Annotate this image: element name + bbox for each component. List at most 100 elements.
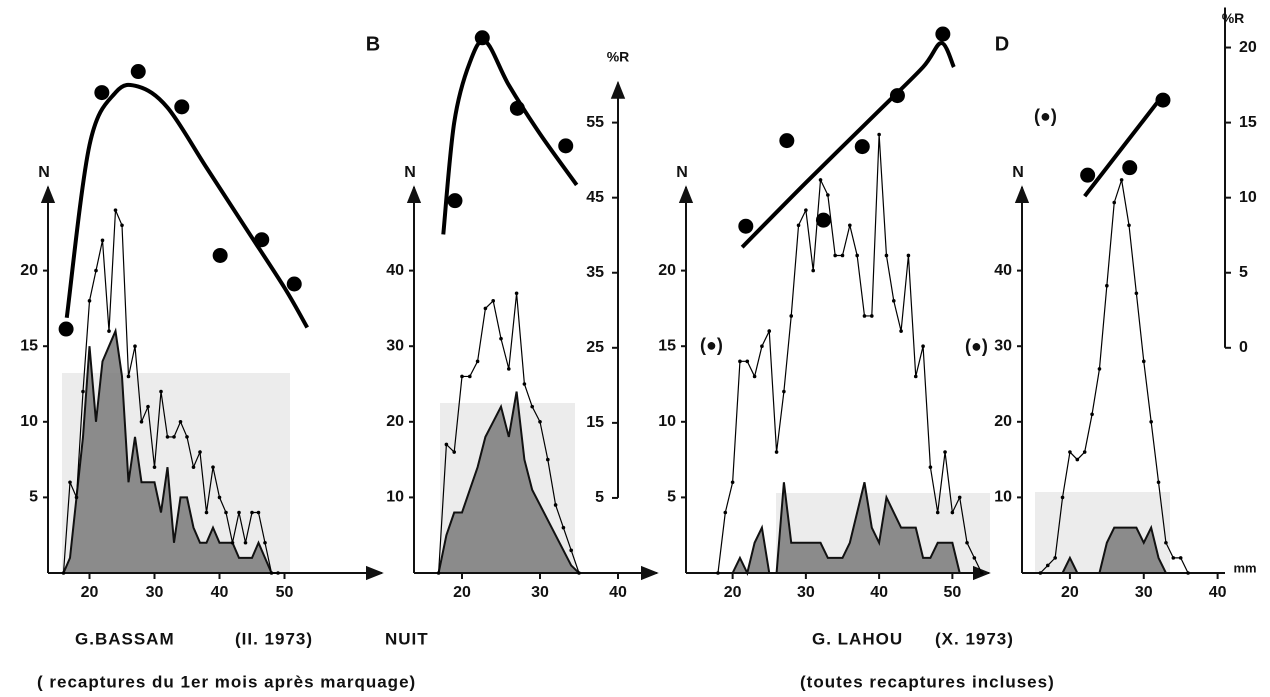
annotation: (●) bbox=[965, 336, 988, 356]
total-point bbox=[1112, 200, 1117, 205]
x-tick-label: 20 bbox=[1061, 584, 1079, 601]
total-point bbox=[921, 344, 925, 349]
total-point bbox=[468, 374, 472, 379]
recapture-rate-point bbox=[815, 212, 831, 228]
total-point bbox=[1068, 450, 1072, 454]
y-tick-label: 5 bbox=[667, 489, 676, 506]
recapture-rate-point bbox=[1080, 167, 1096, 183]
total-point bbox=[263, 540, 267, 545]
x-tick-label: 40 bbox=[870, 584, 888, 601]
x-tick-label: 40 bbox=[211, 584, 229, 601]
y-tick-label: 20 bbox=[20, 262, 38, 279]
caption: G. LAHOU bbox=[812, 629, 903, 648]
total-point bbox=[165, 435, 170, 439]
total-point bbox=[577, 571, 581, 575]
total-point bbox=[884, 253, 889, 258]
panel-label: B bbox=[366, 33, 380, 55]
recapture-rate-point bbox=[58, 321, 74, 337]
y-tick-label: 20 bbox=[386, 413, 404, 430]
total-point bbox=[891, 299, 896, 303]
y-tick-label: 15 bbox=[20, 337, 38, 354]
total-point bbox=[804, 208, 808, 212]
total-point bbox=[1178, 556, 1183, 560]
y2-tick-label: 20 bbox=[1239, 39, 1257, 56]
total-point bbox=[965, 540, 969, 545]
total-point bbox=[198, 450, 202, 454]
total-point bbox=[723, 510, 728, 515]
total-point bbox=[522, 382, 527, 386]
recapture-rate-point bbox=[174, 99, 190, 115]
recapture-rate-point bbox=[474, 30, 490, 46]
panel-label: D bbox=[995, 33, 1009, 55]
caption: (X. 1973) bbox=[935, 629, 1014, 648]
total-point bbox=[972, 556, 977, 560]
recapture-rate-point bbox=[509, 100, 525, 116]
total-point bbox=[224, 510, 228, 515]
recapture-area bbox=[717, 482, 982, 576]
recapture-rate-point bbox=[447, 193, 463, 209]
recapture-rate-point bbox=[558, 138, 574, 154]
total-point bbox=[950, 510, 955, 515]
total-point bbox=[159, 389, 163, 394]
y2-tick-label: 10 bbox=[1239, 189, 1257, 206]
total-point bbox=[81, 389, 85, 394]
total-point bbox=[1045, 563, 1050, 568]
recapture-rate-point bbox=[1122, 160, 1138, 176]
total-point bbox=[818, 178, 823, 182]
y2-tick-label: 15 bbox=[586, 414, 604, 431]
total-point bbox=[935, 510, 940, 515]
annotation: (●) bbox=[700, 335, 723, 355]
total-point bbox=[250, 510, 254, 515]
total-point bbox=[782, 389, 786, 394]
caption: G.BASSAM bbox=[75, 629, 175, 648]
y2-tick-label: 35 bbox=[586, 264, 604, 281]
total-point bbox=[499, 336, 503, 341]
total-point bbox=[178, 420, 183, 424]
total-point bbox=[546, 457, 550, 462]
x-tick-label: 30 bbox=[797, 584, 815, 601]
total-point bbox=[139, 420, 144, 424]
total-point bbox=[840, 253, 845, 258]
y-tick-label: 20 bbox=[994, 413, 1012, 430]
total-point bbox=[738, 359, 742, 364]
total-point bbox=[538, 420, 542, 424]
total-point bbox=[877, 132, 881, 137]
fit-curve bbox=[740, 41, 956, 249]
y-tick-label: 15 bbox=[658, 337, 676, 354]
total-point bbox=[811, 268, 815, 273]
recapture-area bbox=[437, 391, 582, 574]
total-point bbox=[870, 314, 874, 318]
total-point bbox=[979, 571, 984, 575]
total-point bbox=[87, 299, 92, 303]
total-point bbox=[530, 404, 534, 409]
recapture-rate-point bbox=[889, 88, 905, 104]
x-tick-label: 40 bbox=[1209, 584, 1227, 601]
total-point bbox=[928, 465, 933, 469]
total-point bbox=[269, 571, 274, 575]
x-tick-label: 40 bbox=[609, 584, 627, 601]
y-tick-label: 40 bbox=[386, 262, 404, 279]
total-point bbox=[1090, 412, 1094, 417]
y2-tick-label: 15 bbox=[1239, 114, 1257, 131]
total-point bbox=[1164, 540, 1168, 545]
y-tick-label: 10 bbox=[386, 489, 404, 506]
total-point bbox=[1141, 359, 1146, 364]
total-point bbox=[730, 480, 735, 485]
x-tick-label: 30 bbox=[146, 584, 164, 601]
total-point bbox=[760, 344, 764, 349]
total-point bbox=[452, 450, 457, 454]
y-axis-label: N bbox=[404, 164, 416, 181]
y2-tick-label: 45 bbox=[586, 189, 604, 206]
total-point bbox=[1060, 495, 1065, 500]
total-point bbox=[833, 253, 837, 258]
total-point bbox=[789, 314, 794, 318]
total-point bbox=[1105, 283, 1109, 288]
total-point bbox=[1171, 556, 1176, 560]
y2-axis-label: %R bbox=[607, 48, 630, 64]
total-point bbox=[862, 314, 867, 318]
total-point bbox=[913, 374, 918, 379]
total-point bbox=[1038, 571, 1043, 575]
total-point bbox=[211, 465, 215, 469]
total-point bbox=[767, 329, 772, 333]
